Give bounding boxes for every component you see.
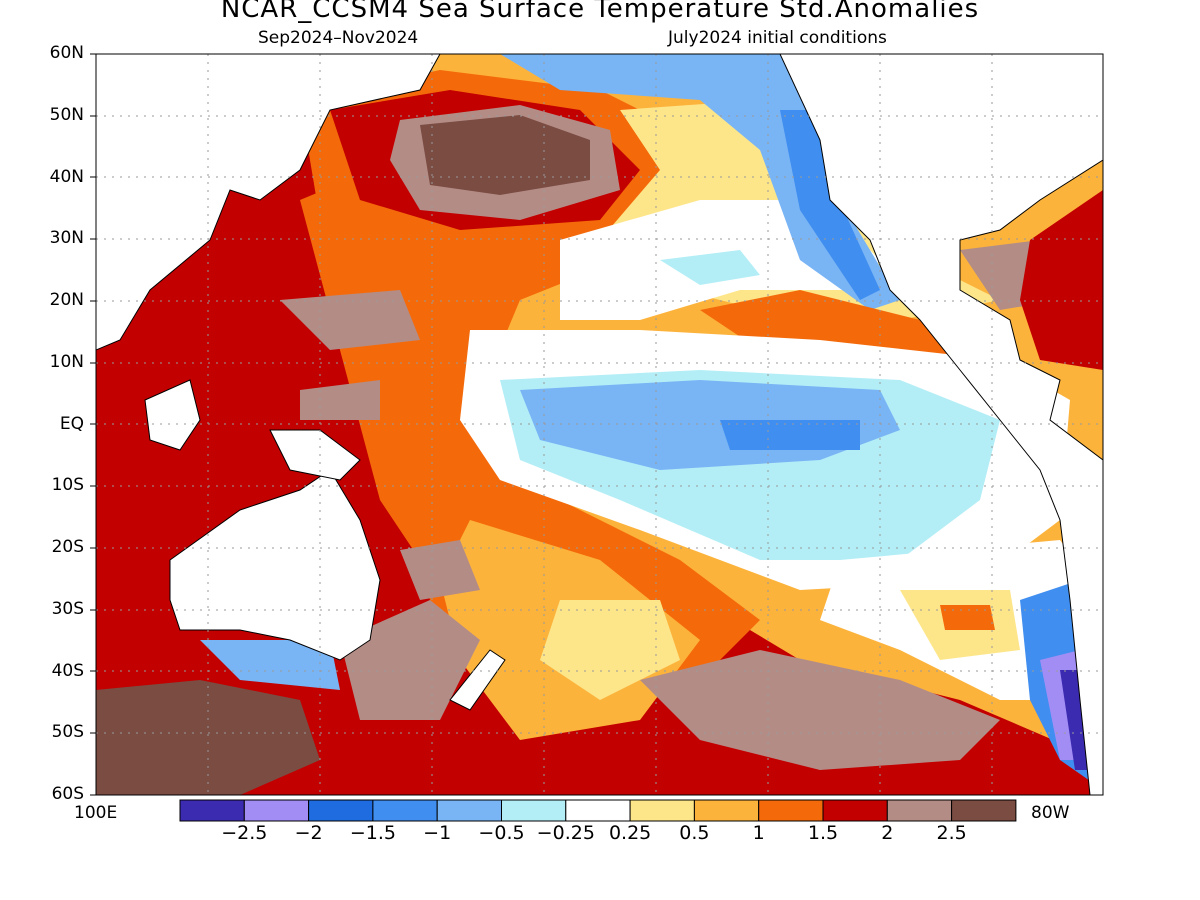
colorbar (179, 799, 1017, 822)
colorbar-swatch (886, 799, 953, 822)
land-borneo (144, 379, 201, 451)
latitude-label: 10N (49, 351, 84, 372)
colorbar-swatch (501, 799, 567, 822)
colorbar-swatch (243, 799, 310, 822)
anomaly-region-southern-brown (96, 680, 320, 795)
colorbar-label: −0.25 (536, 822, 595, 844)
latitude-label: 50S (51, 722, 84, 743)
land-new-guinea (269, 429, 361, 481)
colorbar-swatch (565, 799, 631, 822)
colorbar-swatch (951, 799, 1017, 822)
colorbar-label: 1.5 (807, 822, 839, 844)
anomaly-region-northeast-cyan (660, 250, 760, 285)
anomaly-region-warm-pool-mauve-3 (400, 540, 480, 600)
anomaly-region-tasman-mauve (340, 600, 480, 720)
latitude-label: 30S (51, 598, 84, 619)
latitude-label: 60N (49, 43, 84, 63)
colorbar-swatch (179, 799, 245, 822)
map-gridlines (96, 54, 1103, 795)
latitude-label: 60S (51, 784, 84, 804)
anomaly-region-south-yellow (540, 600, 680, 700)
colorbar-label: 2.5 (936, 822, 967, 844)
colorbar-swatch (758, 799, 824, 822)
colorbar-swatch (629, 799, 695, 822)
anomaly-region-warm-pool-mauve-1 (280, 290, 420, 350)
initial-conditions: July2024 initial conditions (668, 28, 887, 48)
longitude-label-right: 80W (1031, 803, 1070, 823)
anomaly-region-equatorial-deepblue (720, 420, 860, 450)
anomaly-region-north-brown (420, 115, 590, 195)
colorbar-label: −1 (423, 822, 452, 844)
anomaly-region-alaska-deepblue (780, 110, 880, 300)
lat-ticks (90, 53, 96, 796)
colorbar-label: 0.5 (679, 822, 710, 844)
colorbar-swatch (822, 799, 888, 822)
colorbar-label: −0.5 (478, 822, 525, 844)
longitude-label-left: 100E (74, 803, 118, 823)
latitude-label: EQ (59, 413, 84, 434)
colorbar-swatch (436, 799, 503, 822)
anomaly-region-southern-mauve (640, 650, 1000, 770)
anomaly-region-south-indian-blue (200, 640, 340, 690)
land-new-zealand (449, 649, 506, 711)
anomaly-region-southeast-orange (940, 605, 995, 630)
colorbar-label: −2.5 (221, 822, 268, 844)
colorbar-swatch (308, 799, 374, 822)
land-australia (169, 469, 381, 661)
colorbar-label: −2 (294, 822, 323, 844)
latitude-label: 40N (49, 166, 84, 187)
latitude-label: 20N (49, 290, 84, 310)
colorbar-label: 0.25 (608, 822, 652, 844)
land-north-america (779, 54, 1103, 795)
land-asia (96, 54, 441, 351)
latitude-label: 40S (51, 660, 84, 681)
colorbar-label: 2 (881, 822, 894, 844)
anomaly-region-caribbean-red (1020, 190, 1103, 370)
latitude-label: 50N (49, 104, 84, 125)
latitude-label: 10S (51, 475, 84, 496)
colorbar-swatch (693, 799, 760, 822)
latitude-label: 20S (51, 537, 84, 557)
anomaly-region-orange-band (300, 150, 760, 700)
latitude-label: 30N (49, 228, 84, 249)
colorbar-swatch (372, 799, 438, 822)
colorbar-label: −1.5 (349, 822, 396, 844)
forecast-period: Sep2024–Nov2024 (258, 28, 419, 48)
page-title: NCAR_CCSM4 Sea Surface Temperature Std.A… (220, 0, 980, 24)
colorbar-label: 1 (752, 822, 765, 844)
